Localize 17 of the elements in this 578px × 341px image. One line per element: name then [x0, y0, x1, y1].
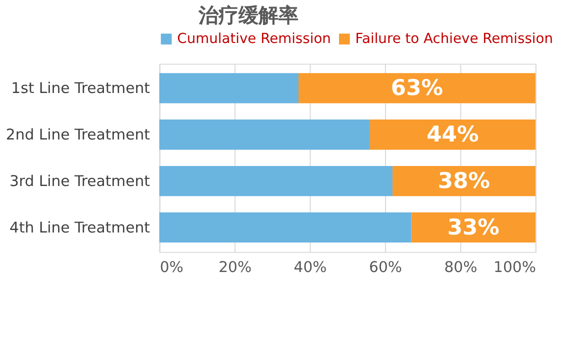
- x-tick-label: 100%: [494, 259, 536, 276]
- data-label: 33%: [447, 215, 500, 240]
- x-tick-label: 60%: [369, 259, 402, 276]
- legend-label: Failure to Achieve Remission: [355, 31, 554, 48]
- x-tick-label: 20%: [218, 259, 252, 276]
- legend-label: Cumulative Remission: [177, 31, 331, 48]
- x-tick-label: 80%: [444, 259, 478, 276]
- x-tick-label: 0%: [160, 259, 184, 276]
- y-tick-label: 2nd Line Treatment: [6, 126, 150, 144]
- y-tick-label: 3rd Line Treatment: [9, 172, 150, 190]
- data-label: 44%: [426, 122, 479, 148]
- chart-title: 治疗缓解率: [197, 4, 298, 28]
- y-tick-label: 4th Line Treatment: [10, 219, 150, 236]
- y-tick-label: 1st Line Treatment: [11, 80, 150, 98]
- data-label: 63%: [390, 76, 444, 102]
- x-tick-label: 40%: [294, 259, 327, 276]
- data-label: 38%: [438, 168, 490, 194]
